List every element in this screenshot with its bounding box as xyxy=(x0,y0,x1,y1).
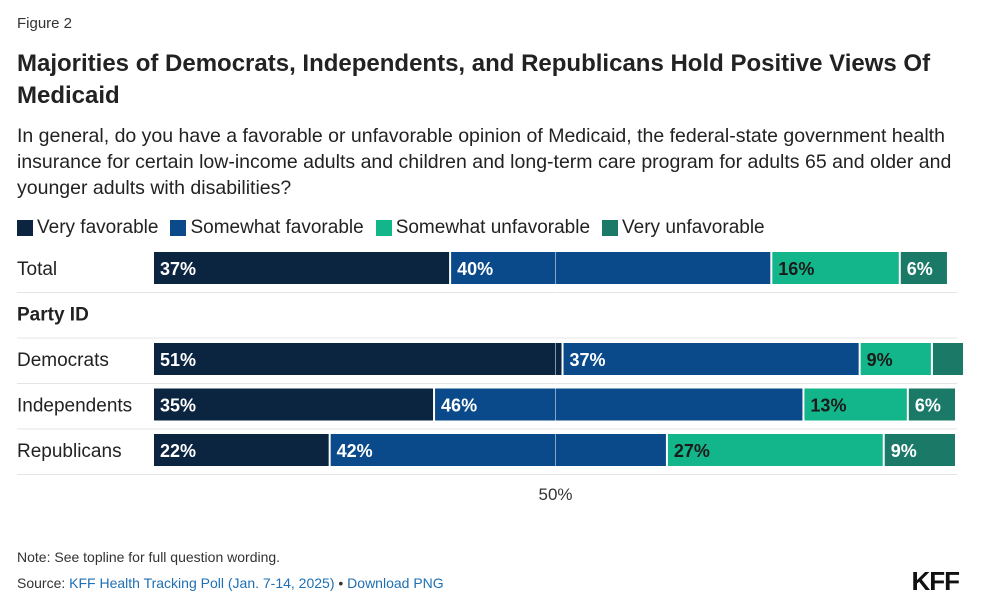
bar-segment xyxy=(884,434,955,466)
data-label: 46% xyxy=(441,396,477,416)
legend-label: Somewhat favorable xyxy=(190,217,364,238)
legend-swatch xyxy=(17,220,33,236)
data-label: 40% xyxy=(457,259,493,279)
data-label: 35% xyxy=(160,396,196,416)
data-label: 37% xyxy=(160,259,196,279)
data-label: 13% xyxy=(810,396,846,416)
chart-note: Note: See topline for full question word… xyxy=(17,549,281,565)
chart-legend: Very favorable Somewhat favorable Somewh… xyxy=(17,217,777,239)
bar-segment xyxy=(154,434,329,466)
data-label: 6% xyxy=(907,259,933,279)
bar-segment xyxy=(435,388,803,421)
data-label: 22% xyxy=(160,441,196,461)
bar-segment xyxy=(563,343,859,375)
data-label: 9% xyxy=(867,350,893,370)
bar-segment xyxy=(860,343,931,375)
row-label: Democrats xyxy=(17,350,109,371)
bar-segment xyxy=(804,388,907,421)
legend-swatch xyxy=(375,220,392,236)
bar-segment xyxy=(932,343,964,375)
chart-source: Source: KFF Health Tracking Poll (Jan. 7… xyxy=(17,575,444,591)
data-label: 51% xyxy=(160,350,196,370)
reference-line-label: 50% xyxy=(538,485,572,504)
bar-segment xyxy=(451,252,771,284)
bar-segment xyxy=(667,434,883,466)
row-label: Total xyxy=(17,259,57,280)
bar-segment xyxy=(772,252,899,284)
bar-segment xyxy=(154,252,450,284)
legend-swatch xyxy=(602,220,619,236)
bar-segment xyxy=(154,343,562,375)
legend-item-somewhat-unfavorable: Somewhat unfavorable xyxy=(375,217,591,239)
legend-item-somewhat-favorable: Somewhat favorable xyxy=(170,217,364,239)
legend-label: Very unfavorable xyxy=(622,217,765,238)
group-header-label: Party ID xyxy=(17,305,89,326)
legend-label: Somewhat unfavorable xyxy=(395,217,591,238)
bar-segment xyxy=(908,388,955,421)
stacked-bar-chart: Total 37% 40% 16% 6% Party ID Democrats 51% 37% 9… xyxy=(17,252,964,504)
source-link[interactable]: KFF Health Tracking Poll (Jan. 7-14, 202… xyxy=(69,575,335,591)
row-label: Republicans xyxy=(17,441,122,462)
data-label: 42% xyxy=(337,441,373,461)
figure-label: Figure 2 xyxy=(17,15,73,32)
data-label: 6% xyxy=(915,396,941,416)
bar-segment xyxy=(154,388,434,421)
legend-item-very-favorable: Very favorable xyxy=(17,217,158,239)
bar-segment xyxy=(330,434,666,466)
chart-title: Majorities of Democrats, Independents, a… xyxy=(17,50,931,109)
kff-logo: KFF xyxy=(911,566,960,596)
chart-subtitle: In general, do you have a favorable or u… xyxy=(17,125,952,199)
row-label: Independents xyxy=(17,396,132,417)
source-prefix: Source: xyxy=(17,575,70,591)
data-label: 37% xyxy=(570,350,606,370)
source-separator: • xyxy=(338,575,344,591)
legend-label: Very favorable xyxy=(37,217,159,238)
download-png-link[interactable]: Download PNG xyxy=(347,575,444,591)
data-label: 16% xyxy=(778,259,814,279)
legend-swatch xyxy=(170,220,187,236)
data-label: 9% xyxy=(891,441,917,461)
data-label: 27% xyxy=(674,441,710,461)
bar-segment xyxy=(900,252,947,284)
legend-item-very-unfavorable: Very unfavorable xyxy=(602,217,765,239)
